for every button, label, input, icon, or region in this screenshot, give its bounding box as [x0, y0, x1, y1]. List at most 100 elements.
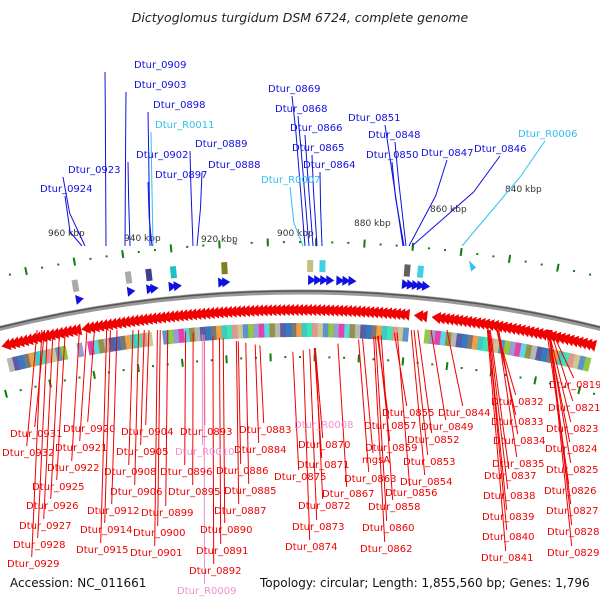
reverse-gene-arrow	[121, 315, 131, 328]
reverse-gene-arrow	[529, 327, 540, 339]
reverse-cog-box	[274, 323, 281, 338]
forward-gene-label: Dtur_R0011	[155, 120, 214, 131]
reverse-gene-label: Dtur_0927	[19, 521, 72, 532]
reverse-cog-box	[481, 336, 490, 352]
reverse-cog-box	[503, 340, 511, 356]
reverse-cog-box	[258, 323, 265, 338]
reverse-cog-box	[231, 324, 239, 339]
tick-dot-outer	[89, 257, 92, 260]
tick-major-inner	[92, 370, 96, 379]
reverse-cog-box	[312, 323, 318, 338]
tick-dot-outer	[524, 260, 527, 263]
reverse-cog-box	[237, 324, 244, 339]
reverse-label-leader	[111, 329, 118, 505]
reverse-gene-label: Dtur_0854	[400, 477, 453, 488]
reverse-cog-box	[386, 326, 394, 341]
tick-dot-inner	[19, 389, 22, 392]
map-title: Dictyoglomus turgidum DSM 6724, complete…	[132, 10, 469, 25]
tick-dot-inner	[548, 382, 551, 385]
reverse-gene-label: Dtur_0915	[76, 545, 129, 556]
reverse-gene-arrow	[400, 308, 410, 321]
reverse-cog-box	[285, 323, 292, 338]
forward-label-leader	[196, 171, 203, 247]
tick-major-outer	[24, 266, 28, 276]
reverse-gene-label: Dtur_0870	[298, 440, 351, 451]
reverse-cog-box	[290, 323, 297, 338]
reverse-gene-label: Dtur_0838	[483, 491, 536, 502]
forward-gene-label: Dtur_0847	[421, 148, 474, 159]
reverse-label-leader	[496, 329, 517, 396]
reverse-label-leader	[184, 331, 187, 466]
reverse-gene-label: Dtur_0840	[482, 532, 535, 543]
reverse-label-leader	[498, 329, 519, 435]
reverse-label-leader	[549, 329, 574, 402]
reverse-gene-label: Dtur_0839	[482, 512, 535, 523]
reverse-label-leader	[104, 329, 111, 524]
reverse-gene-arrow	[325, 304, 335, 317]
forward-gene-label: Dtur_0851	[348, 113, 401, 124]
forward-label-leader	[297, 115, 310, 247]
reverse-gene-arrow	[50, 327, 61, 340]
tick-label: 860 kbp	[430, 205, 467, 215]
reverse-gene-arrow	[236, 305, 246, 318]
reverse-label-leader	[37, 329, 48, 539]
reverse-cog-box	[465, 334, 474, 350]
reverse-gene-arrow	[524, 326, 535, 339]
tick-label: 960 kbp	[48, 229, 85, 239]
reverse-label-leader	[26, 329, 38, 447]
reverse-gene-label: Dtur_0884	[234, 445, 287, 456]
reverse-gene-arrow	[196, 307, 206, 320]
reverse-gene-label: Dtur_0874	[285, 542, 338, 553]
forward-gene-label: Dtur_R0006	[518, 129, 577, 140]
reverse-cog-box	[178, 328, 186, 343]
forward-gene-label: Dtur_0898	[153, 100, 206, 111]
reverse-gene-arrow	[533, 328, 544, 340]
tick-dot-inner	[299, 356, 301, 358]
forward-label-leader	[304, 134, 314, 247]
reverse-gene-arrow	[129, 314, 140, 327]
tick-dot-outer	[57, 263, 60, 266]
reverse-cog-box	[492, 338, 501, 354]
tick-major-outer	[363, 239, 366, 248]
tick-dot-outer	[250, 241, 253, 244]
reverse-gene-arrow	[183, 308, 193, 321]
reverse-label-leader	[375, 336, 388, 522]
tick-dot-outer	[476, 253, 479, 256]
reverse-gene-label: Dtur_0871	[297, 460, 350, 471]
reverse-gene-arrow	[431, 312, 442, 324]
tick-major-outer	[72, 257, 77, 266]
reverse-gene-labels: Dtur_0931 Dtur_0932 Dtur_0920 Dtur_0921 Dtur…	[2, 380, 600, 597]
tick-major-inner	[269, 353, 272, 362]
reverse-label-leader	[380, 335, 394, 501]
forward-gene-arrow	[416, 280, 426, 291]
reverse-gene-label: Dtur_0896	[160, 467, 213, 478]
forward-label-leader	[147, 181, 153, 247]
reverse-label-leader	[50, 329, 61, 500]
reverse-cog-box	[129, 334, 138, 349]
tick-dot-inner	[563, 385, 566, 388]
reverse-gene-arrow	[63, 325, 74, 337]
reverse-gene-arrow	[10, 336, 21, 349]
reverse-cog-box	[450, 332, 458, 348]
reverse-gene-label: Dtur_0895	[168, 487, 221, 498]
reverse-gene-arrow	[81, 321, 92, 334]
reverse-label-leader	[43, 329, 54, 520]
reverse-cog-box	[455, 333, 463, 348]
reverse-gene-arrow	[351, 305, 361, 318]
reverse-gene-arrow	[586, 339, 598, 352]
reverse-gene-label: Dtur_0912	[87, 506, 140, 517]
reverse-gene-label: Dtur_0906	[110, 487, 163, 498]
forward-label-leader	[289, 186, 304, 247]
reverse-label-leader	[314, 347, 324, 500]
reverse-gene-label: Dtur_0900	[133, 528, 186, 539]
tick-major-inner	[401, 357, 405, 366]
reverse-gene-label: Dtur_0867	[322, 489, 375, 500]
tick-major-outer	[169, 244, 173, 253]
forward-cog-box	[319, 260, 326, 273]
reverse-cog-box	[397, 326, 404, 342]
reverse-gene-arrow	[14, 335, 25, 348]
reverse-label-leader	[100, 329, 108, 544]
reverse-label-leader	[145, 329, 150, 426]
reverse-gene-arrow	[506, 323, 517, 335]
reverse-gene-arrow	[471, 317, 482, 330]
